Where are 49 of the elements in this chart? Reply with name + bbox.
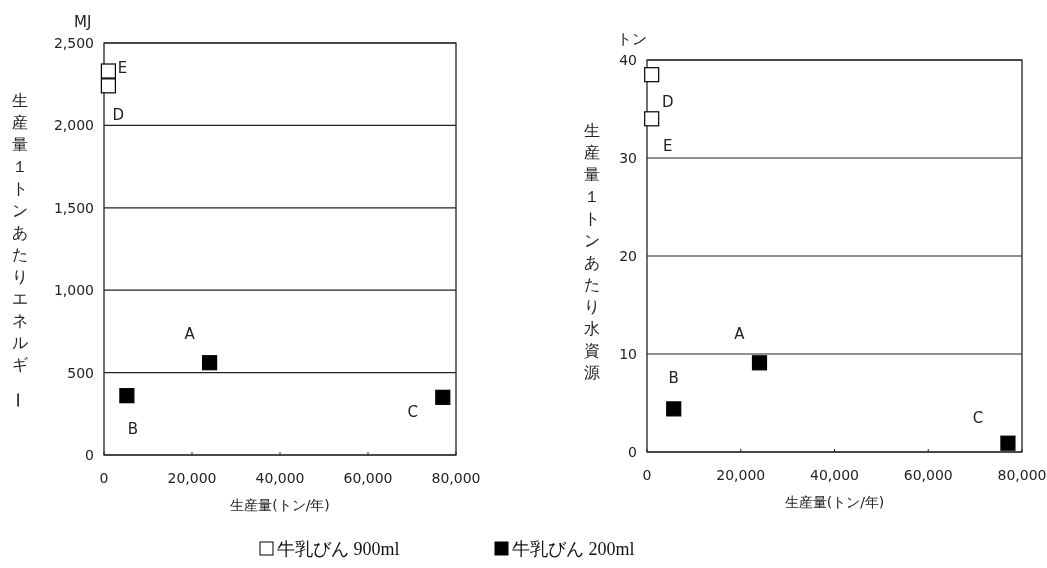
y-tick-label: 40 xyxy=(619,52,637,68)
point xyxy=(100,78,116,94)
x-axis-title: 生産量(トン/年) xyxy=(784,494,885,510)
text: トン xyxy=(617,30,647,48)
y-tick-label: 20 xyxy=(619,248,637,264)
x-tick-label: 80,000 xyxy=(431,470,481,486)
x-tick-label: 40,000 xyxy=(810,467,859,483)
data-label: B xyxy=(668,368,679,387)
y-tick-label: 2,000 xyxy=(53,117,94,134)
point xyxy=(435,389,451,405)
x-tick-label: 60,000 xyxy=(343,470,393,486)
x-tick-label: 40,000 xyxy=(255,470,305,486)
y-tick-label: 500 xyxy=(67,364,94,381)
y-tick-label: 10 xyxy=(619,346,637,362)
point xyxy=(751,355,768,371)
text: 生産量１トンあたりエネルギー xyxy=(8,91,28,408)
y-tick-label: 30 xyxy=(619,150,637,166)
x-tick-label: 60,000 xyxy=(903,467,953,483)
data-label: D xyxy=(112,105,125,124)
point xyxy=(1000,435,1016,451)
point xyxy=(644,67,660,83)
data-label: A xyxy=(734,324,746,343)
point xyxy=(202,355,218,371)
data-label: D xyxy=(661,92,674,111)
y-tick-label: 2,500 xyxy=(53,35,94,51)
legend-label: 牛乳びん 900ml xyxy=(277,539,400,559)
data-label: E xyxy=(662,136,673,155)
legend-label: 牛乳びん 200ml xyxy=(512,539,635,559)
point xyxy=(100,63,116,79)
text: MJ xyxy=(74,13,92,31)
point xyxy=(644,111,660,127)
data-label: E xyxy=(117,59,128,78)
x-tick-label: 0 xyxy=(642,467,652,483)
data-label: A xyxy=(184,324,196,343)
y-tick-label: 1,500 xyxy=(53,199,94,216)
point xyxy=(119,388,135,404)
x-tick-label: 80,000 xyxy=(997,467,1047,483)
x-axis-title: 生産量(トン/年) xyxy=(230,497,330,513)
data-label: C xyxy=(407,403,419,422)
text: 生産量１トンあたり水資源 xyxy=(584,121,600,382)
y-tick-label: 0 xyxy=(628,444,637,460)
x-tick-label: 20,000 xyxy=(716,467,766,483)
y-tick-label: 0 xyxy=(85,447,94,463)
data-label: B xyxy=(127,419,139,438)
x-tick-label: 0 xyxy=(99,470,109,486)
y-tick-label: 1,000 xyxy=(53,282,94,299)
point xyxy=(666,401,682,417)
data-label: C xyxy=(972,409,984,428)
x-tick-label: 20,000 xyxy=(167,470,217,486)
